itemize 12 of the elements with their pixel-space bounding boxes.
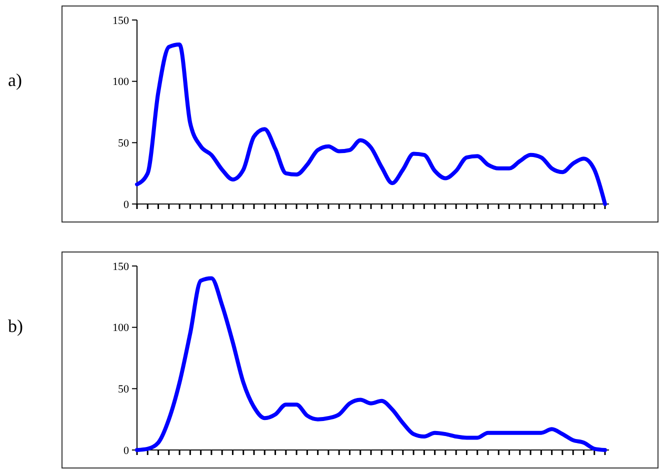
y-tick-label: 0 [124, 444, 130, 457]
y-tick-label: 100 [112, 322, 130, 334]
line-series [135, 42, 607, 206]
text: a) [8, 70, 22, 90]
text: b) [8, 316, 23, 336]
y-tick-label: 0 [124, 198, 130, 211]
y-tick-label: 50 [118, 138, 130, 150]
y-tick-label: 100 [112, 76, 130, 88]
line-series [135, 276, 607, 452]
y-tick-label: 150 [112, 14, 130, 27]
y-tick-label: 50 [118, 384, 130, 396]
y-tick-label: 150 [112, 260, 130, 273]
